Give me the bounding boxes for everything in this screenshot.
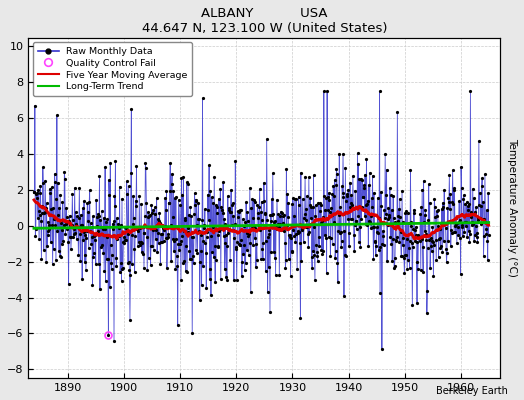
Text: Berkeley Earth: Berkeley Earth xyxy=(436,386,508,396)
Y-axis label: Temperature Anomaly (°C): Temperature Anomaly (°C) xyxy=(507,138,517,277)
Legend: Raw Monthly Data, Quality Control Fail, Five Year Moving Average, Long-Term Tren: Raw Monthly Data, Quality Control Fail, … xyxy=(33,42,192,96)
Title: ALBANY           USA
44.647 N, 123.100 W (United States): ALBANY USA 44.647 N, 123.100 W (United S… xyxy=(141,7,387,35)
